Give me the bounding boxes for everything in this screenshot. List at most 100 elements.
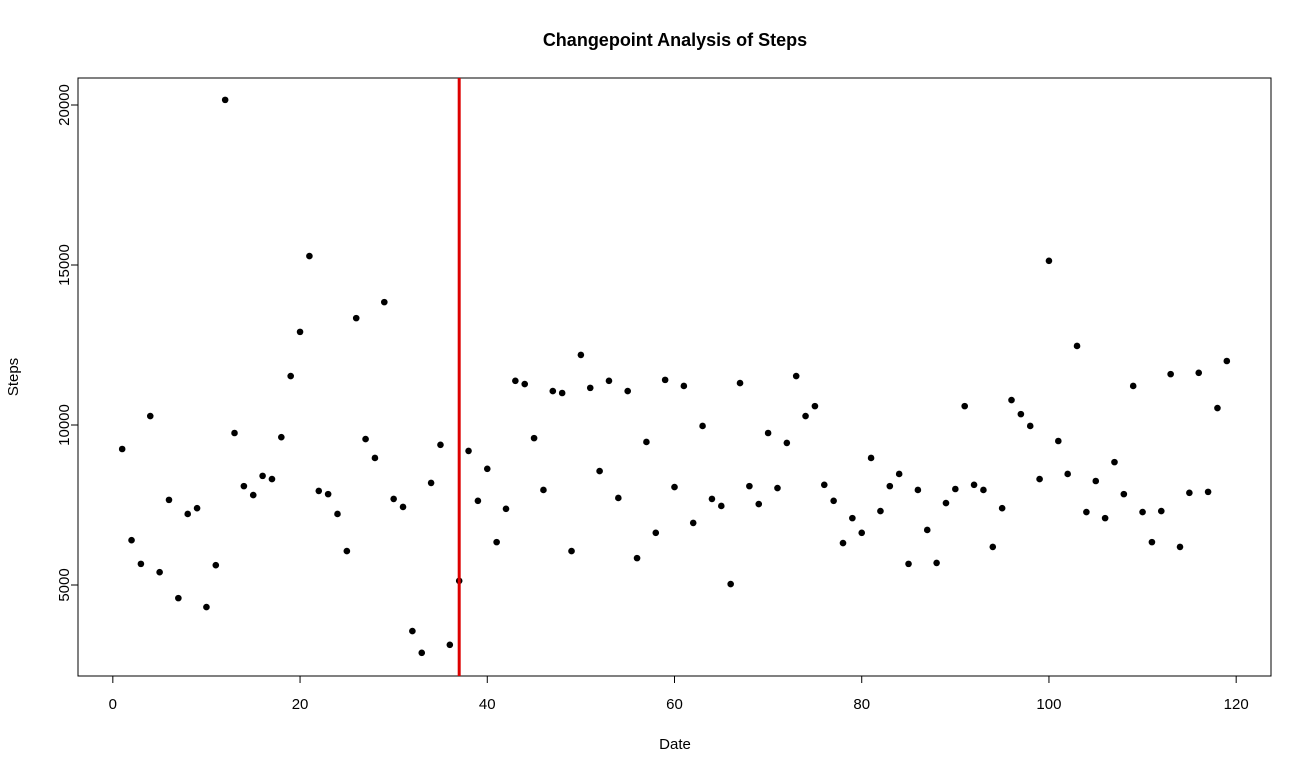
- point: [352, 314, 360, 322]
- chart-title: Changepoint Analysis of Steps: [543, 30, 807, 50]
- x-tick-label: 100: [1036, 696, 1061, 713]
- point: [624, 387, 631, 395]
- point: [577, 351, 585, 359]
- point: [137, 560, 145, 568]
- point: [474, 497, 482, 505]
- point: [502, 505, 510, 513]
- point: [633, 554, 641, 562]
- point: [1073, 342, 1081, 350]
- point: [1176, 543, 1184, 551]
- point: [1092, 477, 1100, 485]
- point: [315, 487, 323, 495]
- point: [1167, 370, 1174, 378]
- point: [306, 252, 313, 260]
- point: [409, 627, 416, 635]
- point: [212, 561, 220, 569]
- point: [774, 484, 781, 492]
- point: [446, 641, 454, 649]
- point: [558, 389, 566, 397]
- y-tick-label: 10000: [56, 404, 73, 446]
- point: [427, 479, 435, 487]
- point: [718, 502, 725, 510]
- point: [764, 429, 772, 437]
- point: [165, 496, 173, 504]
- point: [540, 486, 547, 494]
- point: [362, 435, 369, 443]
- point: [1017, 410, 1025, 418]
- point: [755, 500, 763, 508]
- point: [1129, 382, 1137, 390]
- point: [671, 483, 678, 491]
- point: [980, 486, 987, 494]
- point: [512, 377, 519, 385]
- point: [933, 559, 940, 567]
- point: [839, 539, 847, 547]
- point: [1008, 396, 1015, 404]
- point: [128, 536, 135, 544]
- point: [399, 503, 407, 511]
- point: [371, 454, 379, 462]
- point: [530, 434, 538, 442]
- y-tick-label: 5000: [56, 568, 73, 601]
- point: [203, 603, 210, 611]
- point: [858, 529, 866, 537]
- point: [952, 485, 959, 493]
- point: [146, 412, 154, 420]
- point: [1064, 470, 1071, 478]
- point: [1083, 508, 1090, 516]
- point: [1195, 369, 1203, 377]
- point: [483, 465, 491, 473]
- point: [615, 494, 622, 502]
- point: [493, 538, 500, 546]
- point: [465, 447, 472, 455]
- point: [746, 482, 753, 490]
- point: [605, 377, 613, 385]
- point: [1120, 490, 1128, 498]
- point: [1026, 422, 1034, 430]
- point: [914, 486, 922, 494]
- point: [830, 497, 837, 505]
- point: [867, 454, 875, 462]
- x-axis-label: Date: [659, 736, 691, 753]
- point: [998, 504, 1006, 512]
- x-tick-label: 20: [292, 696, 309, 713]
- point: [727, 580, 734, 588]
- point: [418, 649, 426, 657]
- point: [689, 519, 697, 527]
- point: [259, 472, 266, 480]
- point: [268, 475, 276, 483]
- point: [278, 433, 285, 441]
- point: [802, 412, 809, 420]
- point: [249, 491, 257, 499]
- x-tick-label: 120: [1224, 696, 1249, 713]
- point: [923, 526, 931, 534]
- point: [586, 384, 594, 392]
- point: [886, 482, 894, 490]
- point: [184, 510, 192, 518]
- x-tick-label: 80: [853, 696, 870, 713]
- point: [811, 402, 819, 410]
- point: [661, 376, 669, 384]
- point: [989, 543, 997, 551]
- point: [549, 387, 557, 395]
- point: [708, 495, 716, 503]
- point: [1045, 257, 1053, 265]
- point: [736, 379, 744, 387]
- point: [1157, 507, 1165, 515]
- point: [437, 441, 444, 449]
- x-tick-label: 60: [666, 696, 683, 713]
- point: [521, 380, 529, 388]
- point: [334, 510, 341, 518]
- point: [240, 482, 248, 490]
- point: [324, 490, 332, 498]
- x-tick-label: 0: [109, 696, 117, 713]
- y-tick-label: 20000: [56, 84, 73, 126]
- point: [596, 467, 603, 475]
- point: [820, 481, 828, 489]
- point: [1186, 489, 1193, 497]
- point: [231, 429, 238, 437]
- point: [877, 507, 884, 515]
- point: [970, 481, 978, 489]
- point: [221, 96, 229, 104]
- point: [1204, 488, 1212, 496]
